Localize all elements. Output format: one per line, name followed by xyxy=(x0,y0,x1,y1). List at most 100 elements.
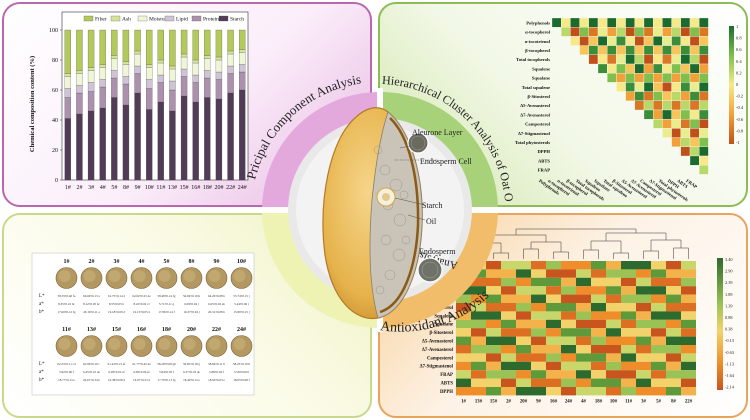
hm-cell xyxy=(666,261,681,270)
hm-cell xyxy=(591,361,606,371)
hm-cell xyxy=(591,328,606,337)
hm-cell xyxy=(456,361,471,371)
corr-col-label: ABTS xyxy=(676,178,689,189)
hm-cell xyxy=(516,269,531,278)
hm-cell xyxy=(681,328,696,337)
hm-colorbar-tick: 3.40 xyxy=(725,257,733,262)
hm-cell xyxy=(501,387,516,396)
hm-row-label: Δ7-Stigmastenol xyxy=(420,365,454,370)
hm-cell xyxy=(636,303,651,312)
hm-cell xyxy=(501,294,516,303)
hm-colorbar-tick: -0.63 xyxy=(725,350,734,355)
starch-core xyxy=(382,193,390,201)
x-tick-label: 4# xyxy=(100,185,106,191)
hm-cell xyxy=(591,303,606,312)
bar-segment xyxy=(134,29,141,52)
x-tick-label: 13# xyxy=(168,185,177,191)
colorbar-tick: 1 xyxy=(736,24,738,29)
param-value: 5.71±0.11 g xyxy=(159,302,175,306)
hm-colorbar-tick: -0.13 xyxy=(725,338,734,343)
hm-cell xyxy=(501,353,516,362)
colorbar-tick: 0 xyxy=(736,82,739,87)
hm-cell xyxy=(576,303,591,312)
hm-cell xyxy=(471,286,486,295)
hm-cell xyxy=(456,353,471,362)
hm-cell xyxy=(621,319,636,329)
hm-cell xyxy=(606,269,621,278)
hm-cell xyxy=(516,353,531,362)
y-axis-label: Chemical composition content (%) xyxy=(29,56,36,152)
hm-cell xyxy=(486,294,501,303)
panel-appearance: 1# 2# 3# 4# 5# 8# 9# 10# L* 58.35±0.40 fe 66.60±0.… xyxy=(2,213,372,418)
hm-cell xyxy=(666,277,681,287)
hm-cell xyxy=(621,370,636,379)
hm-cell xyxy=(636,345,651,354)
param-value: 16.37±0.04 j xyxy=(183,310,199,314)
corr-col-label: DPPH xyxy=(667,178,680,190)
param-label: a* xyxy=(39,302,44,307)
sample-label: 15# xyxy=(112,327,121,333)
bar-segment xyxy=(99,29,106,65)
hm-cell xyxy=(666,370,681,379)
hm-cell xyxy=(471,303,486,312)
hm-cell xyxy=(531,387,546,396)
legend-label: Starch xyxy=(230,17,244,23)
x-tick-label: 10# xyxy=(145,185,154,191)
hm-cell xyxy=(606,319,621,329)
panel-composition: Fiber Ash Moisture Lipid Protein Starch 0 20 40… xyxy=(2,2,372,207)
hm-cell xyxy=(471,361,486,371)
legend-label: Lipid xyxy=(176,17,188,23)
legend-swatch xyxy=(191,15,202,22)
hm-colorbar-tick: 0.38 xyxy=(725,327,733,332)
sample-label: 20# xyxy=(187,327,196,333)
hm-cell xyxy=(636,370,651,379)
legend-label: Fiber xyxy=(95,17,107,23)
hm-cell xyxy=(501,345,516,354)
hm-cell xyxy=(636,294,651,303)
hm-cell xyxy=(606,361,621,371)
hm-cell xyxy=(561,303,576,312)
hm-cell xyxy=(651,294,666,303)
hm-cell xyxy=(576,378,591,387)
hm-colorbar-tick: 2.39 xyxy=(725,280,733,285)
hm-cell xyxy=(471,311,486,320)
hm-cell xyxy=(456,294,471,303)
hm-cell xyxy=(546,286,561,295)
param-value: 20.19±0.11 a xyxy=(83,310,100,314)
hm-cell xyxy=(576,353,591,362)
hm-cell xyxy=(651,353,666,362)
chart-legend: Fiber Ash Moisture Lipid Protein Starch xyxy=(83,15,244,23)
param-label: b* xyxy=(39,310,45,315)
param-label: L* xyxy=(39,362,45,367)
hm-cell xyxy=(561,328,576,337)
x-tick-label: 22# xyxy=(226,185,235,191)
hm-cell xyxy=(501,286,516,295)
hm-cell xyxy=(576,294,591,303)
hm-row-label: FRAP xyxy=(440,373,453,378)
hm-cell xyxy=(471,378,486,387)
hm-cell xyxy=(531,277,546,287)
appearance-grid: 1# 2# 3# 4# 5# 8# 9# 10# L* 58.35±0.40 fe 66.60±0.… xyxy=(39,259,253,383)
label-oil: Oil xyxy=(426,217,437,226)
hm-cell xyxy=(456,328,471,337)
hm-cell xyxy=(456,336,471,345)
param-value: 8.35±0.10 bc xyxy=(58,302,75,306)
y-tick-label: 40 xyxy=(52,118,58,124)
hm-cell xyxy=(591,286,606,295)
hm-cell xyxy=(651,303,666,312)
hm-cell xyxy=(681,261,696,270)
hm-cell xyxy=(456,303,471,312)
hm-cell xyxy=(621,336,636,345)
param-label: b* xyxy=(39,378,45,383)
sample-label: 16# xyxy=(137,327,146,333)
hm-cell xyxy=(486,370,501,379)
hm-cell xyxy=(576,261,591,270)
hm-cell xyxy=(621,311,636,320)
hm-cell xyxy=(486,269,501,278)
param-value: 18.60±0.03 e xyxy=(208,378,225,382)
hm-cell xyxy=(546,261,561,270)
hm-cell xyxy=(546,361,561,371)
corr-row-label: Total phytosterols xyxy=(515,140,550,145)
hm-cell xyxy=(531,378,546,387)
x-tick-label: 15# xyxy=(180,185,189,191)
